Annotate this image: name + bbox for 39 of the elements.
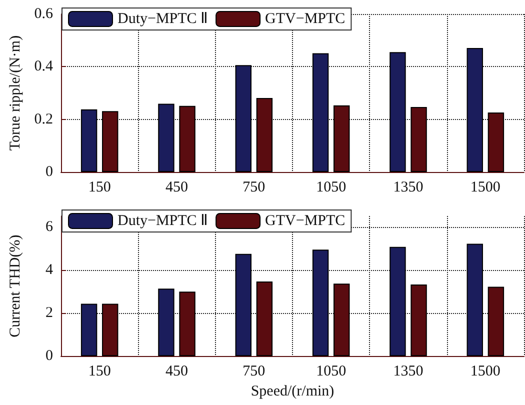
- y-tick-label: 0.4: [34, 58, 54, 75]
- y-axis-title: Current THD(%): [8, 234, 24, 338]
- bar: [158, 104, 174, 172]
- y-tick-label: 0.6: [34, 6, 54, 22]
- legend-label: GTV−MPTC: [265, 213, 346, 229]
- x-tick-label: 1050: [316, 364, 346, 380]
- y-tick-label: 0.2: [34, 111, 53, 128]
- y-tick-label: 6: [46, 218, 54, 235]
- x-axis-title: Speed/(r/min): [250, 384, 334, 400]
- bar: [390, 52, 406, 172]
- bar: [235, 254, 252, 356]
- legend-label: Duty−MPTC Ⅱ: [118, 213, 208, 229]
- x-tick-label: 1050: [316, 180, 346, 196]
- y-tick-label: 2: [46, 304, 53, 321]
- legend-label: Duty−MPTC Ⅱ: [118, 11, 208, 27]
- x-tick-label: 450: [166, 364, 188, 380]
- bar: [158, 288, 174, 356]
- x-tick-label: 750: [242, 364, 266, 380]
- x-tick-label: 1500: [470, 180, 500, 196]
- bar: [80, 109, 98, 172]
- x-tick-label: 450: [166, 180, 188, 196]
- x-tick-label: 1350: [393, 180, 424, 196]
- x-tick-label: 750: [242, 180, 266, 196]
- x-tick-label: 150: [88, 180, 111, 196]
- bar: [466, 48, 483, 172]
- bar: [466, 244, 483, 356]
- x-tick-label: 1350: [393, 364, 424, 380]
- y-tick-label: 0: [46, 348, 53, 364]
- bar: [312, 250, 329, 356]
- bar: [80, 304, 98, 356]
- x-tick-label: 150: [88, 364, 111, 380]
- y-tick-label: 0: [46, 164, 53, 180]
- bar: [312, 53, 329, 172]
- bar: [390, 246, 406, 356]
- x-tick-label: 1500: [470, 364, 500, 380]
- y-axis-title: Torue ripple/(N·m): [8, 35, 24, 151]
- legend-label: GTV−MPTC: [265, 11, 346, 27]
- y-tick-label: 4: [46, 262, 54, 278]
- bar: [235, 65, 252, 172]
